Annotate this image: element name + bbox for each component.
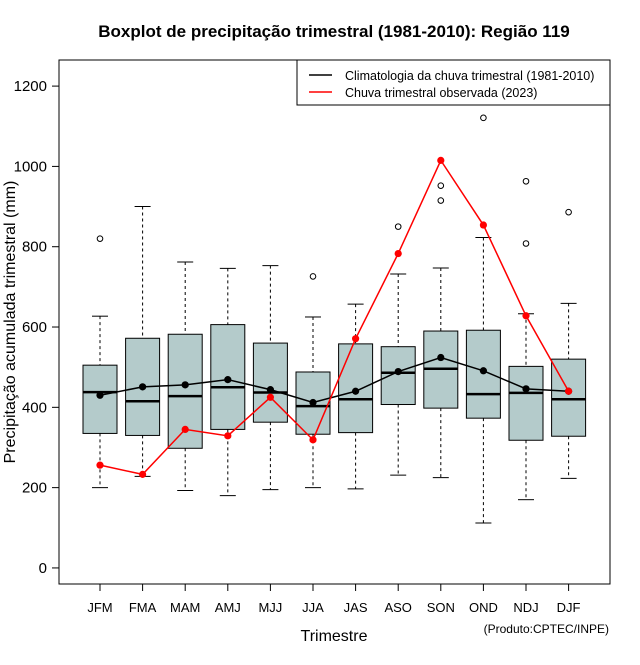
x-tick-label-jja: JJA bbox=[302, 600, 324, 615]
outlier-jfm bbox=[96, 235, 104, 242]
outlier-ndj bbox=[522, 177, 530, 185]
legend-label-observed: Chuva trimestral observada (2023) bbox=[345, 86, 537, 100]
outlier-jja bbox=[309, 273, 317, 280]
box-jfm bbox=[82, 364, 118, 434]
outlier-ndj bbox=[522, 240, 530, 247]
series-point-observed-mjj bbox=[266, 393, 274, 401]
plot-frame bbox=[58, 59, 611, 585]
x-tick-label-ndj: NDJ bbox=[513, 600, 538, 615]
series-line-observed bbox=[99, 158, 570, 476]
series-point-climatology-amj bbox=[224, 376, 232, 384]
credit-label: (Produto:CPTEC/INPE) bbox=[484, 622, 609, 636]
x-tick-label-mjj: MJJ bbox=[258, 600, 282, 615]
x-tick-label-jfm: JFM bbox=[87, 600, 112, 615]
series-point-observed-mam bbox=[181, 425, 189, 434]
series-point-observed-ond bbox=[479, 221, 487, 229]
legend: Climatologia da chuva trimestral (1981-2… bbox=[296, 59, 611, 106]
box-mjj bbox=[252, 342, 288, 423]
x-tick-label-aso: ASO bbox=[384, 600, 411, 615]
y-tick-label: 0 bbox=[39, 560, 47, 577]
x-tick-label-son: SON bbox=[427, 600, 455, 615]
outlier-ond bbox=[480, 114, 487, 122]
series-point-observed-jfm bbox=[96, 461, 104, 469]
x-tick-label-djf: DJF bbox=[557, 600, 581, 615]
outlier-son bbox=[437, 197, 445, 204]
outlier-djf bbox=[565, 208, 572, 216]
y-tick-label: 1200 bbox=[14, 78, 47, 95]
x-tick-label-fma: FMA bbox=[129, 600, 157, 615]
series-point-climatology-jas bbox=[352, 387, 360, 395]
series-point-observed-jja bbox=[309, 436, 317, 444]
y-tick-label: 400 bbox=[22, 399, 47, 416]
x-tick-label-jas: JAS bbox=[344, 600, 368, 615]
x-tick-label-mam: MAM bbox=[170, 600, 200, 615]
series-point-climatology-son bbox=[437, 353, 445, 362]
series-point-climatology-mam bbox=[181, 381, 189, 389]
series-point-observed-ndj bbox=[522, 312, 530, 320]
series-point-observed-fma bbox=[139, 470, 147, 478]
series-point-climatology-jfm bbox=[96, 391, 104, 399]
chart-title: Boxplot de precipitação trimestral (1981… bbox=[98, 22, 569, 41]
series-point-observed-jas bbox=[352, 335, 360, 343]
series-point-observed-aso bbox=[394, 249, 402, 258]
box-ndj bbox=[508, 365, 544, 441]
box-aso bbox=[380, 346, 416, 406]
legend-box bbox=[296, 59, 611, 106]
x-tick-label-ond: OND bbox=[469, 600, 498, 615]
series-point-observed-son bbox=[437, 156, 445, 164]
series-line-climatology bbox=[99, 356, 569, 404]
plot-area: 0 200 400 600 800 1000 1200 JFM FMA MAM AMJ MJJ JJA J… bbox=[14, 78, 587, 615]
series-point-observed-amj bbox=[224, 432, 232, 440]
series-point-climatology-mjj bbox=[266, 386, 274, 394]
outlier-aso bbox=[394, 223, 402, 230]
y-tick-label: 800 bbox=[22, 239, 47, 256]
y-tick-label: 600 bbox=[22, 319, 47, 336]
series-point-climatology-ndj bbox=[522, 385, 530, 393]
legend-label-climatology: Climatologia da chuva trimestral (1981-2… bbox=[345, 69, 594, 83]
series-point-observed-djf bbox=[565, 387, 573, 395]
series-point-climatology-aso bbox=[394, 367, 402, 376]
series-point-climatology-ond bbox=[479, 367, 487, 375]
series-point-climatology-jja bbox=[309, 398, 317, 407]
series-point-climatology-fma bbox=[139, 383, 147, 391]
y-tick-label: 1000 bbox=[14, 158, 47, 175]
x-tick-label-amj: AMJ bbox=[215, 600, 241, 615]
outlier-son bbox=[437, 182, 445, 189]
y-tick-label: 200 bbox=[22, 480, 47, 497]
y-axis-title: Precipitação acumulada trimestral (mm) bbox=[2, 181, 19, 464]
x-axis-title: Trimestre bbox=[301, 628, 368, 645]
